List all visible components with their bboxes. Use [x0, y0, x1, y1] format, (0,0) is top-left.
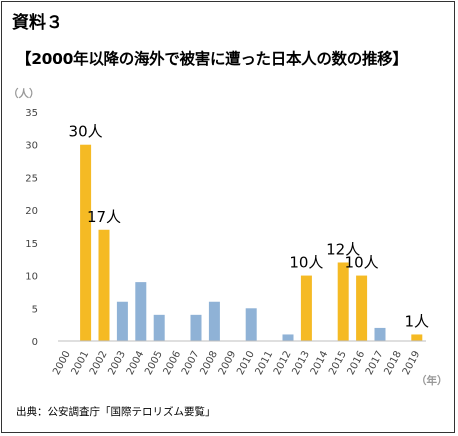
y-axis-tick-labels: 0 5 10 15 20 25 30 35 [25, 108, 38, 348]
bar-2001 [80, 144, 92, 341]
bar-2019 [411, 334, 423, 341]
bar-2003 [116, 301, 128, 341]
y-tick-label: 30 [25, 141, 38, 152]
y-tick-label: 10 [25, 272, 38, 283]
y-tick-label: 25 [25, 173, 38, 184]
bar-2004 [135, 282, 147, 341]
bar-2010 [245, 308, 257, 341]
y-axis-unit: （人） [8, 87, 40, 100]
data-label: 17人 [87, 208, 121, 226]
y-tick-label: 5 [32, 304, 38, 315]
bar-2008 [208, 301, 220, 341]
bar-2013 [300, 275, 312, 341]
bar-2015 [337, 262, 349, 341]
data-label: 10人 [345, 254, 379, 272]
bar-2012 [282, 334, 294, 341]
data-label: 30人 [69, 123, 103, 141]
x-axis-unit: （年） [416, 374, 448, 387]
document-label: 資料３ [12, 13, 63, 33]
source-note: 出典：公安調査庁「国際テロリズム要覧」 [16, 406, 216, 418]
data-label: 12人 [326, 240, 360, 258]
bars [80, 144, 423, 341]
y-tick-label: 15 [25, 239, 38, 250]
x-axis-tick-labels: 2000200120022003200420052006200720082009… [51, 349, 422, 377]
x-tick-label: 2019 [401, 349, 423, 377]
data-label: 10人 [289, 254, 323, 272]
bar-2002 [98, 229, 110, 341]
y-tick-label: 35 [25, 108, 38, 119]
chart-title: 【2000年以降の海外で被害に遭った日本人の数の推移】 [16, 50, 408, 68]
bar-2007 [190, 314, 202, 341]
y-tick-label: 20 [25, 206, 38, 217]
data-label: 1人 [405, 312, 430, 330]
bar-2016 [356, 275, 368, 341]
y-tick-label: 0 [32, 337, 38, 348]
bar-2017 [374, 327, 386, 341]
bar-2005 [153, 314, 165, 341]
